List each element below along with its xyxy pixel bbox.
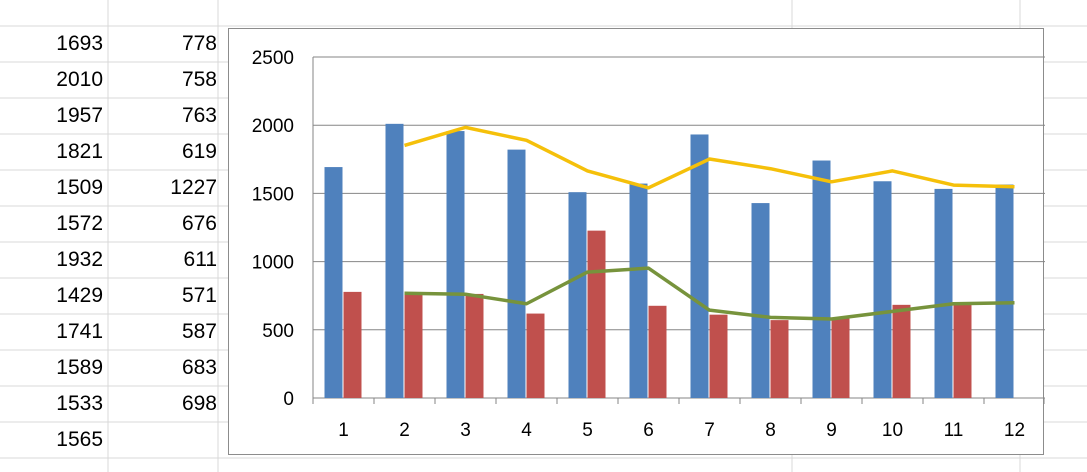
x-tick-label: 8 xyxy=(765,420,776,441)
bar-series-1[interactable] xyxy=(812,160,831,398)
x-tick-label: 9 xyxy=(826,420,837,441)
cell-a[interactable]: 1565 xyxy=(56,428,103,451)
cell-a[interactable]: 1957 xyxy=(56,104,103,127)
bar-series-1[interactable] xyxy=(629,183,648,398)
cell-b[interactable]: 619 xyxy=(181,140,217,163)
cell-b[interactable]: 611 xyxy=(183,248,217,271)
cell-a[interactable]: 1589 xyxy=(56,356,103,379)
cell-a[interactable]: 1533 xyxy=(56,392,103,415)
x-tick-label: 11 xyxy=(944,420,964,441)
x-tick-label: 12 xyxy=(1004,420,1025,441)
cell-b[interactable]: 571 xyxy=(181,284,217,307)
cell-b[interactable]: 758 xyxy=(181,68,217,91)
x-tick-label: 5 xyxy=(582,420,593,441)
bar-series-2[interactable] xyxy=(465,293,484,398)
cell-a[interactable]: 1429 xyxy=(56,284,103,307)
bar-series-2[interactable] xyxy=(343,291,362,398)
cell-b[interactable]: 778 xyxy=(181,32,217,55)
x-tick-label: 2 xyxy=(399,420,410,441)
cell-b[interactable]: 763 xyxy=(181,104,217,127)
y-tick-label: 2000 xyxy=(252,116,294,137)
bar-series-2[interactable] xyxy=(709,314,728,398)
bar-series-1[interactable] xyxy=(568,192,587,398)
x-tick-label: 4 xyxy=(521,420,532,441)
x-tick-label: 10 xyxy=(882,420,903,441)
x-tick-label: 1 xyxy=(338,420,349,441)
cell-b[interactable]: 698 xyxy=(181,392,217,415)
cell-a[interactable]: 1509 xyxy=(56,176,103,199)
cell-b[interactable]: 1227 xyxy=(170,176,217,199)
bar-series-2[interactable] xyxy=(892,304,911,398)
x-tick-label: 6 xyxy=(643,420,654,441)
x-tick-label: 3 xyxy=(460,420,471,441)
cell-a[interactable]: 1821 xyxy=(56,140,103,163)
cell-a[interactable]: 1741 xyxy=(56,320,103,343)
bar-series-1[interactable] xyxy=(934,188,953,398)
bar-series-2[interactable] xyxy=(831,317,850,398)
bar-series-1[interactable] xyxy=(324,167,343,398)
line-series-1[interactable] xyxy=(404,125,1015,190)
bar-series-1[interactable] xyxy=(507,149,526,398)
cell-b[interactable]: 587 xyxy=(181,320,217,343)
y-tick-label: 0 xyxy=(283,389,294,410)
bar-series-1[interactable] xyxy=(385,123,404,398)
bar-series-2[interactable] xyxy=(404,294,423,398)
bar-series-1[interactable] xyxy=(446,131,465,399)
bar-series-1[interactable] xyxy=(995,184,1014,398)
bar-series-1[interactable] xyxy=(690,134,709,398)
bar-series-2[interactable] xyxy=(770,320,789,398)
y-tick-label: 1000 xyxy=(252,253,294,274)
cell-a[interactable]: 1932 xyxy=(56,248,103,271)
cell-b[interactable]: 683 xyxy=(181,356,217,379)
line-series-2[interactable] xyxy=(404,266,1015,321)
cell-b[interactable]: 676 xyxy=(181,212,217,235)
y-tick-label: 1500 xyxy=(252,184,294,205)
x-tick-label: 7 xyxy=(704,420,715,441)
y-tick-label: 2500 xyxy=(252,48,294,69)
bar-series-2[interactable] xyxy=(526,313,545,398)
bar-series-1[interactable] xyxy=(873,181,892,398)
cell-a[interactable]: 2010 xyxy=(56,68,103,91)
chart-area[interactable]: 0 500 1000 1500 2000 2500 1 2 3 4 5 6 7 8 9 10 11 12 xyxy=(228,28,1046,455)
bar-series-2[interactable] xyxy=(648,305,667,398)
bar-series-1[interactable] xyxy=(751,203,770,398)
cell-a[interactable]: 1693 xyxy=(56,32,103,55)
bar-series-2[interactable] xyxy=(953,302,972,398)
bar-series-2[interactable] xyxy=(587,230,606,398)
y-tick-label: 500 xyxy=(262,321,294,342)
cell-a[interactable]: 1572 xyxy=(56,212,103,235)
